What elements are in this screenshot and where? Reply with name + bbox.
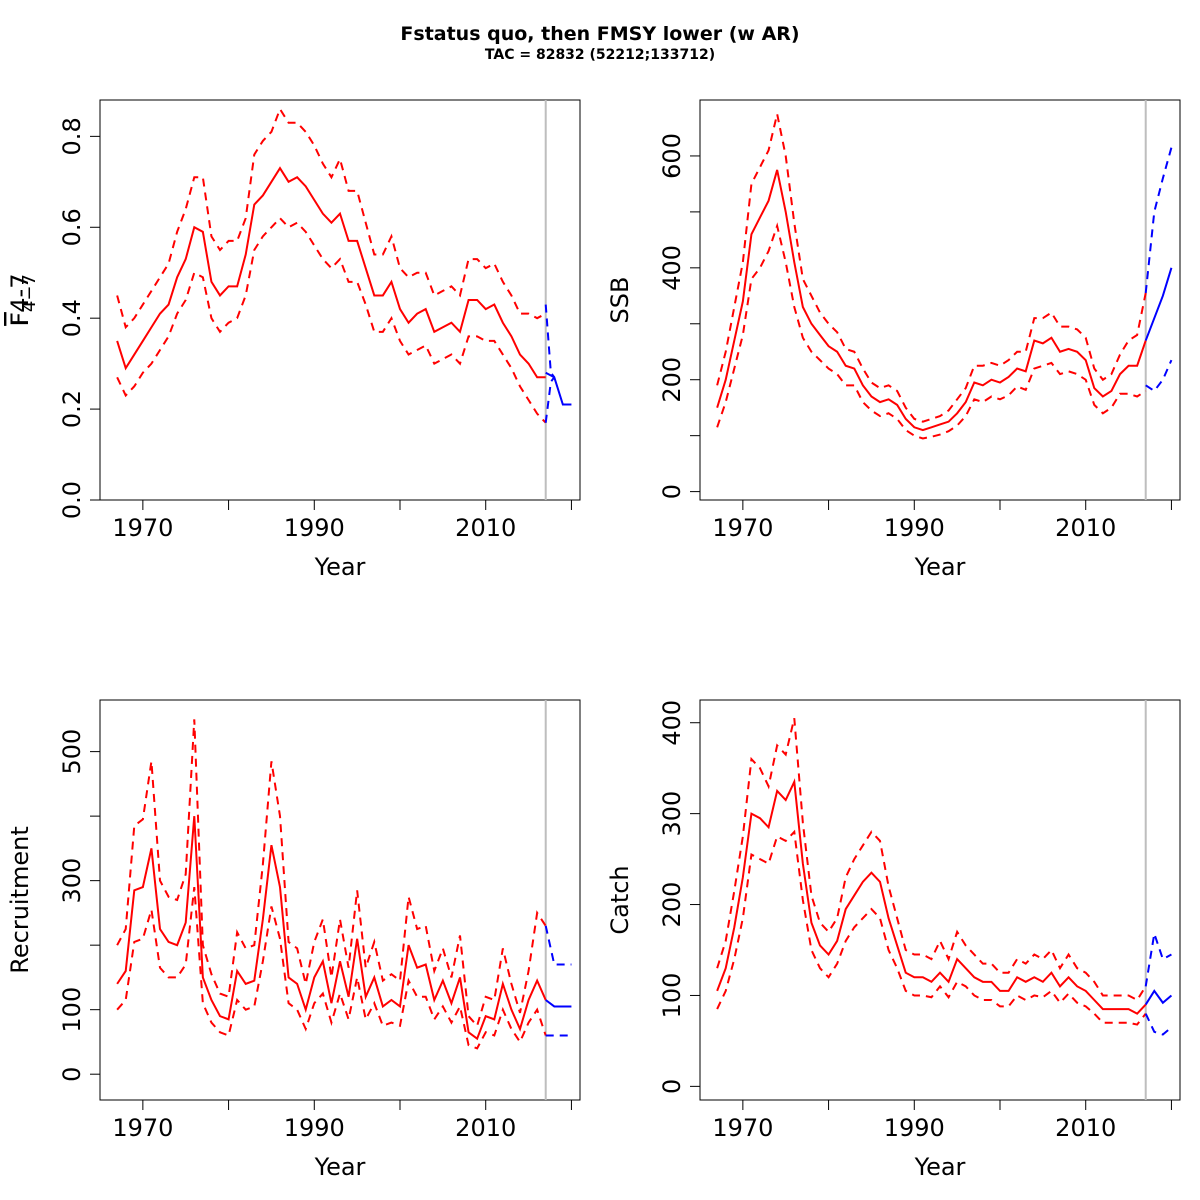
forecast-upper	[544, 304, 556, 378]
forecast-estimate	[545, 999, 572, 1008]
x-tick-label: 2010	[1055, 514, 1116, 542]
forecast-lower	[1144, 1013, 1173, 1036]
x-axis-label: Year	[914, 1153, 966, 1181]
forecast-lower	[544, 376, 556, 423]
forecast-lower	[1145, 359, 1173, 393]
series-upper	[116, 106, 547, 330]
x-axis-label: Year	[914, 553, 966, 581]
chart-recruitment: 1970 1990 2010 0 100 300 500 Year Recruitment	[6, 699, 581, 1181]
x-tick-label: 2010	[1055, 1114, 1116, 1142]
y-tick-label: 100	[658, 973, 686, 1019]
series-lower	[716, 222, 1147, 440]
y-tick-label: 100	[58, 987, 86, 1033]
y-tick-label: 0.4	[58, 299, 86, 337]
y-tick-label: 300	[658, 791, 686, 837]
series-lower	[716, 829, 1147, 1026]
y-tick-label: 0	[58, 1067, 86, 1082]
series-lower	[116, 886, 547, 1050]
forecast-upper	[1144, 147, 1173, 294]
x-tick-label: 1990	[284, 1114, 345, 1142]
series-estimate	[116, 816, 547, 1041]
series-estimate	[116, 166, 546, 379]
y-tick-label: 0	[658, 1079, 686, 1094]
x-tick-label: 1970	[712, 514, 773, 542]
y-tick-label: 0.0	[58, 481, 86, 519]
x-tick-label: 1970	[712, 1114, 773, 1142]
y-axis-label: F4-7	[6, 273, 34, 326]
x-tick-label: 1970	[112, 514, 173, 542]
f-symbol: F	[6, 312, 34, 326]
forecast-estimate	[545, 371, 572, 406]
forecast-estimate	[1144, 989, 1173, 1006]
chart-f: 1970 1990 2010 0.0 0.2 0.4 0.6 0.8 Year F4-7F4−7	[6, 99, 581, 581]
y-tick-label: 400	[658, 245, 686, 291]
series-upper	[716, 113, 1147, 423]
y-tick-label: 600	[658, 133, 686, 179]
series-estimate	[716, 778, 1147, 1015]
series-lower	[116, 216, 547, 424]
x-tick-label: 2010	[455, 1114, 516, 1142]
panels: 1970 1990 20100.00.20.40.60.8YearF4-7F4−71…	[6, 99, 1181, 1181]
f-subscript: 4−7	[19, 274, 40, 312]
forecast-estimate	[1144, 267, 1173, 341]
y-tick-label: 300	[58, 858, 86, 904]
y-axis-label: SSB	[606, 277, 634, 324]
chart-catch: 1970 1990 2010 0 100 200 300 400 Year Catch	[606, 699, 1181, 1181]
y-tick-label: 0.6	[58, 208, 86, 246]
series-estimate	[716, 169, 1147, 432]
y-tick-label: 200	[658, 357, 686, 403]
forecast-upper	[1144, 933, 1172, 987]
x-tick-label: 1990	[884, 1114, 945, 1142]
figure-title: Fstatus quo, then FMSY lower (w AR)	[400, 23, 799, 45]
y-axis-label: Recruitment	[6, 826, 34, 973]
x-axis-label: Year	[314, 1153, 366, 1181]
y-tick-label: 400	[658, 700, 686, 746]
plot-frame	[99, 99, 581, 501]
plot-frame	[699, 99, 1181, 501]
y-axis-label: Catch	[606, 865, 634, 934]
x-tick-label: 1990	[884, 514, 945, 542]
chart-ssb: 1970 1990 2010 0 200 400 600 Year SSB	[606, 99, 1181, 581]
y-tick-label: 200	[658, 882, 686, 928]
y-tick-label: 500	[58, 729, 86, 775]
y-axis-label-render: F4−7	[6, 274, 40, 326]
figure-subtitle: TAC = 82832 (52212;133712)	[485, 47, 715, 63]
plot-frame	[99, 699, 581, 1101]
series-upper	[716, 717, 1147, 1002]
x-tick-label: 1970	[112, 1114, 173, 1142]
series-upper	[116, 719, 547, 1028]
x-axis-label: Year	[314, 553, 366, 581]
x-tick-label: 1990	[284, 514, 345, 542]
plot-frame	[699, 699, 1181, 1101]
y-tick-label: 0.8	[58, 117, 86, 155]
y-tick-label: 0	[658, 484, 686, 499]
forecast-upper	[544, 925, 572, 966]
x-tick-label: 2010	[455, 514, 516, 542]
y-tick-label: 0.2	[58, 390, 86, 428]
